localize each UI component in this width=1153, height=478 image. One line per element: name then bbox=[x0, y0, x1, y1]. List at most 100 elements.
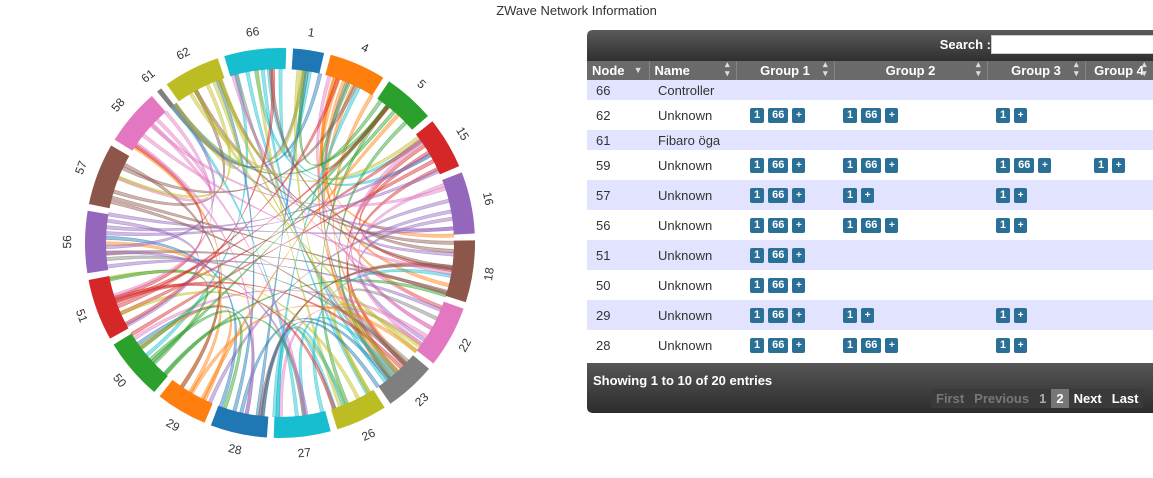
chord-arc-node-57[interactable] bbox=[88, 145, 130, 209]
chord-arc-node-58[interactable] bbox=[114, 96, 166, 151]
association-node-chip[interactable]: 1 bbox=[996, 338, 1011, 354]
association-node-chip[interactable]: 1 bbox=[996, 108, 1011, 124]
pager-first-button[interactable]: First bbox=[931, 388, 970, 408]
association-node-chip[interactable]: 66 bbox=[768, 158, 789, 174]
association-node-chip[interactable]: 1 bbox=[1094, 158, 1109, 174]
pager-previous-button[interactable]: Previous bbox=[969, 388, 1035, 408]
chord-arc-node-23[interactable] bbox=[378, 355, 430, 404]
chord-arc-node-22[interactable] bbox=[416, 301, 464, 364]
association-node-chip[interactable]: 66 bbox=[768, 308, 789, 324]
association-node-chip[interactable]: 1 bbox=[843, 188, 858, 204]
association-node-chip[interactable]: 1 bbox=[996, 158, 1011, 174]
add-association-button[interactable]: + bbox=[1014, 338, 1028, 354]
chord-arc-node-15[interactable] bbox=[415, 121, 460, 175]
association-node-chip[interactable]: 66 bbox=[768, 108, 789, 124]
add-association-button[interactable]: + bbox=[1014, 188, 1028, 204]
add-association-button[interactable]: + bbox=[792, 158, 806, 174]
association-node-chip[interactable]: 1 bbox=[750, 218, 765, 234]
table-row[interactable]: 56 Unknown 1 66 +1 66 +1 + bbox=[587, 210, 1153, 240]
association-node-chip[interactable]: 66 bbox=[768, 338, 789, 354]
chord-arc-node-50[interactable] bbox=[113, 333, 168, 393]
group-3-cell bbox=[987, 130, 1085, 150]
add-association-button[interactable]: + bbox=[861, 308, 875, 324]
chord-label: 18 bbox=[481, 266, 497, 282]
chord-arc-node-62[interactable] bbox=[166, 58, 225, 102]
search-input[interactable] bbox=[991, 35, 1153, 54]
add-association-button[interactable]: + bbox=[885, 108, 899, 124]
chord-arc-node-18[interactable] bbox=[445, 240, 475, 303]
association-node-chip[interactable]: 1 bbox=[996, 308, 1011, 324]
association-node-chip[interactable]: 1 bbox=[843, 308, 858, 324]
association-node-chip[interactable]: 1 bbox=[843, 338, 858, 354]
column-header-2[interactable]: Group 1 ▴ ▾ bbox=[736, 60, 835, 80]
association-node-chip[interactable]: 1 bbox=[750, 188, 765, 204]
column-header-4[interactable]: Group 3 ▴ ▾ bbox=[987, 60, 1086, 80]
association-node-chip[interactable]: 1 bbox=[843, 158, 858, 174]
association-node-chip[interactable]: 1 bbox=[750, 248, 765, 264]
pager-next-button[interactable]: Next bbox=[1068, 388, 1107, 408]
add-association-button[interactable]: + bbox=[792, 308, 806, 324]
add-association-button[interactable]: + bbox=[885, 218, 899, 234]
add-association-button[interactable]: + bbox=[885, 158, 899, 174]
association-node-chip[interactable]: 66 bbox=[768, 278, 789, 294]
chord-arc-node-5[interactable] bbox=[377, 81, 429, 130]
pager-page-1[interactable]: 1 bbox=[1034, 388, 1052, 408]
add-association-button[interactable]: + bbox=[792, 188, 806, 204]
association-node-chip[interactable]: 1 bbox=[996, 188, 1011, 204]
add-association-button[interactable]: + bbox=[1014, 308, 1028, 324]
association-node-chip[interactable]: 66 bbox=[768, 188, 789, 204]
table-row[interactable]: 61 Fibaro öga bbox=[587, 130, 1153, 150]
association-node-chip[interactable]: 1 bbox=[996, 218, 1011, 234]
association-node-chip[interactable]: 66 bbox=[768, 248, 789, 264]
add-association-button[interactable]: + bbox=[1038, 158, 1052, 174]
table-row[interactable]: 62 Unknown 1 66 +1 66 +1 + bbox=[587, 100, 1153, 130]
add-association-button[interactable]: + bbox=[1112, 158, 1126, 174]
chord-arc-node-61[interactable] bbox=[157, 88, 174, 108]
add-association-button[interactable]: + bbox=[792, 278, 806, 294]
association-node-chip[interactable]: 66 bbox=[861, 338, 882, 354]
table-row[interactable]: 28 Unknown 1 66 +1 66 +1 + bbox=[587, 330, 1153, 360]
table-row[interactable]: 50 Unknown 1 66 + bbox=[587, 270, 1153, 300]
association-node-chip[interactable]: 1 bbox=[750, 108, 765, 124]
association-node-chip[interactable]: 66 bbox=[861, 158, 882, 174]
chord-arc-node-56[interactable] bbox=[85, 210, 109, 274]
table-row[interactable]: 59 Unknown 1 66 +1 66 +1 66 +1 + bbox=[587, 150, 1153, 180]
add-association-button[interactable]: + bbox=[792, 218, 806, 234]
association-node-chip[interactable]: 66 bbox=[861, 218, 882, 234]
table-row[interactable]: 29 Unknown 1 66 +1 +1 + bbox=[587, 300, 1153, 330]
add-association-button[interactable]: + bbox=[861, 188, 875, 204]
association-node-chip[interactable]: 1 bbox=[750, 308, 765, 324]
association-node-chip[interactable]: 66 bbox=[861, 108, 882, 124]
chord-arc-node-16[interactable] bbox=[442, 172, 475, 235]
column-header-1[interactable]: Name ▴ ▾ bbox=[649, 60, 737, 80]
chord-arc-node-26[interactable] bbox=[331, 389, 385, 430]
add-association-button[interactable]: + bbox=[792, 248, 806, 264]
chord-arc-node-27[interactable] bbox=[273, 411, 331, 439]
add-association-button[interactable]: + bbox=[792, 338, 806, 354]
pager-page-2[interactable]: 2 bbox=[1051, 388, 1069, 408]
add-association-button[interactable]: + bbox=[1014, 108, 1028, 124]
association-node-chip[interactable]: 66 bbox=[1014, 158, 1035, 174]
chord-arc-node-1[interactable] bbox=[291, 48, 325, 74]
association-node-chip[interactable]: 1 bbox=[750, 338, 765, 354]
chord-arc-node-66[interactable] bbox=[224, 48, 287, 77]
add-association-button[interactable]: + bbox=[1014, 218, 1028, 234]
association-node-chip[interactable]: 66 bbox=[768, 218, 789, 234]
pager-last-button[interactable]: Last bbox=[1106, 388, 1144, 408]
add-association-button[interactable]: + bbox=[885, 338, 899, 354]
chord-arc-node-28[interactable] bbox=[210, 405, 269, 438]
association-node-chip[interactable]: 1 bbox=[750, 158, 765, 174]
table-row[interactable]: 57 Unknown 1 66 +1 +1 + bbox=[587, 180, 1153, 210]
table-row[interactable]: 51 Unknown 1 66 + bbox=[587, 240, 1153, 270]
add-association-button[interactable]: + bbox=[792, 108, 806, 124]
column-header-0[interactable]: Node ▼ bbox=[587, 61, 650, 80]
chord-arc-node-51[interactable] bbox=[88, 275, 129, 339]
table-row[interactable]: 66 Controller bbox=[587, 80, 1153, 100]
chord-arc-node-4[interactable] bbox=[325, 54, 384, 96]
association-node-chip[interactable]: 1 bbox=[843, 108, 858, 124]
association-node-chip[interactable]: 1 bbox=[843, 218, 858, 234]
column-header-5[interactable]: Group 4 ▴ ▾ bbox=[1085, 60, 1153, 80]
association-node-chip[interactable]: 1 bbox=[750, 278, 765, 294]
chord-arc-node-29[interactable] bbox=[159, 379, 213, 423]
column-header-3[interactable]: Group 2 ▴ ▾ bbox=[834, 60, 988, 80]
